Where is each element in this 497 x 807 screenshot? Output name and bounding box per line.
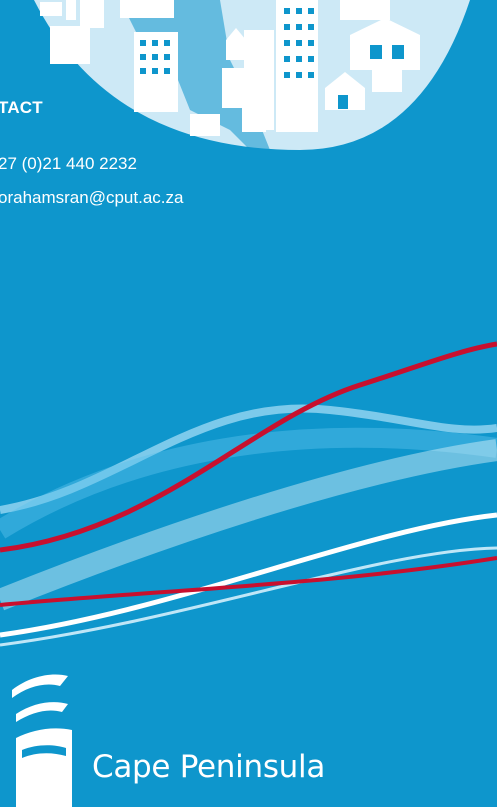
institution-name: Cape Peninsula — [92, 749, 326, 785]
institution-logo — [12, 674, 72, 807]
contact-email[interactable]: orahamsran@cput.ac.za — [0, 188, 184, 207]
city-globe-illustration — [34, 0, 470, 150]
contact-phone[interactable]: 27 (0)21 440 2232 — [0, 154, 137, 173]
decorative-waves — [0, 341, 497, 647]
contact-heading: TACT — [0, 98, 43, 117]
